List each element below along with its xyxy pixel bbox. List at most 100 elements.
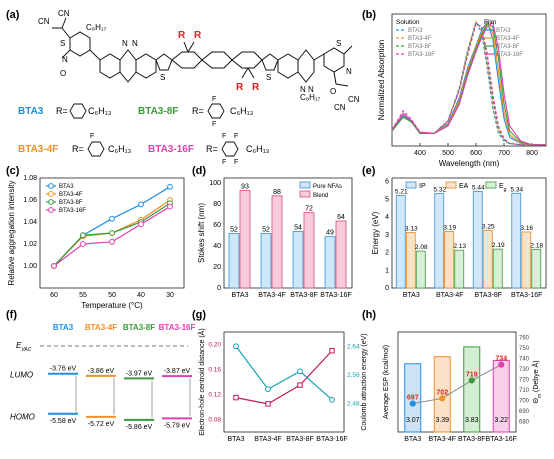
atom-label: S (266, 73, 271, 82)
benzene-ring (207, 103, 225, 119)
x-tick-label: 40 (137, 292, 145, 299)
bar-eg (492, 248, 503, 289)
r-label: R (194, 30, 202, 41)
legend-entry: BTA3-8F (59, 200, 83, 206)
plot-frame (223, 331, 345, 433)
y-axis-label: Normalized Absorption (377, 40, 386, 120)
atom-label: N (300, 85, 306, 94)
atom-label: CN (334, 103, 346, 112)
homo-value: -5.72 eV (88, 421, 115, 428)
y-tick-label: 0 (217, 285, 221, 292)
legend-swatch (445, 181, 457, 189)
data-label: 93 (241, 184, 249, 191)
data-label: 734 (495, 356, 507, 363)
benzene-ring (221, 141, 239, 157)
x-axis-label: Wavelength (nm) (439, 159, 500, 168)
y-tick-label: 60 (213, 222, 221, 229)
legend-entry: BTA3-4F (59, 192, 83, 198)
molecular-structure (52, 17, 353, 87)
x-tick-label: BTA3-16F (511, 292, 542, 299)
y-tick-label: 4 (385, 214, 389, 221)
left-y-tick-label: 0.20 (208, 342, 221, 349)
right-y-tick-label: 680 (519, 419, 530, 425)
chart-stokes-shift: 0 20 40 60 80 100 Stokes shift (nm) BTA3 52 93 BTA… (197, 177, 353, 299)
y-tick-label: 2 (385, 250, 389, 257)
data-point (498, 361, 505, 368)
y-tick-label: 1.00 (23, 263, 37, 270)
bar-ea (444, 231, 455, 289)
r-prefix: R= (56, 106, 68, 116)
x-tick-label: 400 (414, 150, 426, 157)
bar-blend (271, 195, 283, 289)
fluorine-label: F (212, 121, 216, 128)
alkyl-label: C₈H₁₇ (300, 93, 321, 102)
bar-eg (531, 248, 542, 289)
right-y-axis-label: Θm (Debye Å) (531, 360, 543, 403)
legend-marker (48, 183, 54, 189)
legend-entry: BTA3-4F (496, 36, 520, 42)
x-tick-label: BTA3-8F (286, 436, 314, 443)
atom-label: S (60, 39, 65, 48)
y-tick-label: 1.04 (23, 219, 37, 226)
legend-entry: BTA3-8F (496, 44, 520, 50)
y-tick-label: 5 (385, 196, 389, 203)
data-point (233, 394, 239, 401)
data-point (80, 232, 86, 239)
data-label: 3.19 (443, 224, 456, 231)
bar-ip (472, 191, 483, 289)
panel-label-a: (a) (6, 9, 20, 21)
data-label: 5.32 (433, 187, 446, 194)
fluorine-label: F (90, 133, 94, 140)
right-y-tick-label: 2.48 (347, 400, 360, 407)
legend-entry: BTA3-4F (408, 36, 432, 42)
plot-frame (391, 13, 547, 147)
left-y-axis-label: Average ESP (kcal/mol) (383, 345, 390, 419)
x-tick-label: BTA3-8F (458, 436, 486, 443)
x-tick-label: 700 (498, 150, 510, 157)
legend-marker (48, 191, 54, 197)
legend-swatch (299, 190, 311, 198)
legend-entry: BTA3-16F (59, 208, 86, 214)
data-point (167, 203, 173, 210)
right-y-tick-label: 2.64 (347, 343, 360, 350)
bar-blend (335, 220, 347, 289)
right-y-tick-label: 740 (519, 356, 530, 362)
legend-entry: BTA3-16F (408, 52, 435, 58)
x-tick-label: 800 (526, 150, 538, 157)
y-tick-label: 20 (213, 264, 221, 271)
data-label: 88 (273, 189, 281, 196)
y-tick-label: 100 (209, 180, 221, 187)
x-tick-label: 50 (108, 292, 116, 299)
energy-level-diagram: EVAC LUMO HOMO BTA3 -3.76 eV -5.58 eV BTA3-4F -… (10, 323, 195, 431)
legend-swatch (485, 181, 497, 189)
panel-label-e: (e) (362, 165, 376, 177)
right-y-tick-label: 710 (519, 388, 530, 394)
alkyl-label: C₆H₁₃ (88, 106, 112, 116)
y-tick-label: 40 (213, 243, 221, 250)
y-tick-label: 1.08 (23, 175, 37, 182)
data-point (439, 395, 446, 402)
legend-subscript: g (504, 187, 507, 193)
bar-ea (521, 231, 532, 289)
data-point (409, 400, 416, 407)
x-tick-label: BTA3 (403, 292, 420, 299)
x-tick-label: 60 (50, 292, 58, 299)
legend-entry: Blend (313, 193, 328, 199)
x-tick-label: BTA3 (232, 292, 249, 299)
data-label: 3.07 (406, 417, 420, 424)
data-point (109, 215, 115, 222)
atom-label: N (308, 85, 314, 94)
data-label: 3.13 (405, 225, 418, 232)
homo-value: -5.79 eV (164, 422, 191, 429)
panel-label-f: (f) (6, 309, 17, 321)
lumo-label: LUMO (10, 371, 33, 380)
data-label: 702 (436, 389, 448, 396)
alkyl-label: C₆H₁₃ (108, 144, 132, 154)
legend-title: Solution (396, 19, 420, 26)
right-y-tick-label: 2.56 (347, 372, 360, 379)
x-tick-label: BTA3-4F (436, 292, 464, 299)
atom-label: CN (58, 9, 70, 18)
r-group-labels: R R R R (178, 30, 260, 93)
name-BTA3: BTA3 (18, 106, 44, 117)
